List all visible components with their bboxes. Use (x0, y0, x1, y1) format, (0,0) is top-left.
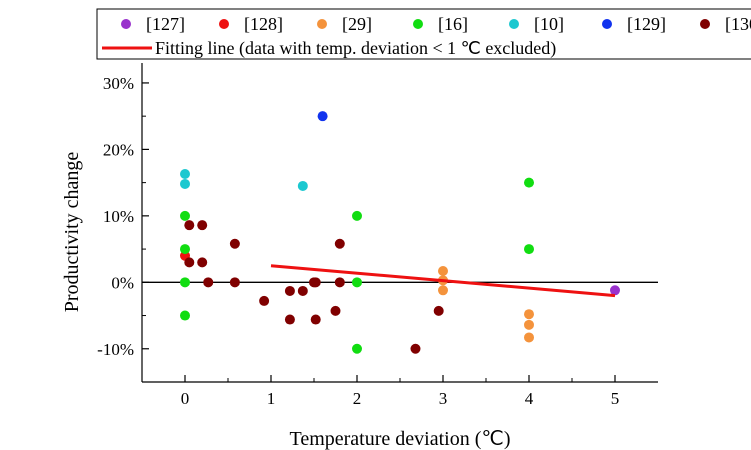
y-tick-label: 10% (103, 207, 134, 226)
data-point (352, 210, 362, 221)
data-point (259, 295, 270, 306)
data-point (197, 220, 208, 231)
data-point (352, 343, 362, 354)
legend-marker (413, 19, 423, 29)
data-point (524, 332, 534, 343)
data-point (438, 285, 448, 296)
legend-label: [127] (146, 14, 185, 34)
x-tick-label: 4 (525, 389, 534, 408)
data-point (184, 220, 195, 231)
legend-marker (219, 19, 229, 29)
legend-box (96, 8, 751, 60)
data-point (334, 277, 345, 288)
y-tick-label: 20% (103, 140, 134, 159)
data-point (180, 310, 190, 321)
legend-label: Fitting line (data with temp. deviation … (155, 38, 556, 59)
data-point (330, 305, 341, 316)
data-point (310, 314, 321, 325)
plot-area (142, 111, 658, 354)
data-point (180, 277, 190, 288)
legend-label: [129] (627, 14, 666, 34)
data-point (197, 257, 208, 268)
data-point (284, 314, 295, 325)
legend-marker (317, 19, 327, 29)
data-point (524, 309, 534, 320)
data-point (180, 210, 190, 221)
x-tick-label: 0 (181, 389, 190, 408)
data-point (524, 319, 534, 330)
data-point (180, 244, 190, 255)
data-point (410, 343, 421, 354)
legend-label: [29] (342, 14, 372, 34)
x-axis-title: Temperature deviation (℃) (290, 428, 511, 450)
data-point (524, 244, 534, 255)
y-tick-label: 30% (103, 74, 134, 93)
data-point (524, 177, 534, 188)
data-point (352, 277, 362, 288)
data-point (610, 285, 620, 296)
legend-label: [10] (534, 14, 564, 34)
data-point (184, 257, 195, 268)
data-point (203, 277, 214, 288)
data-point (310, 277, 321, 288)
legend: [127] [128] [29] [16] [10] [129] [130] Fitting … (96, 8, 751, 60)
data-point (229, 277, 240, 288)
x-tick-label: 1 (267, 389, 276, 408)
data-point (433, 305, 444, 316)
x-tick-label: 3 (439, 389, 448, 408)
data-point (334, 238, 345, 249)
data-point (284, 285, 295, 296)
legend-label: [130] (725, 14, 751, 34)
legend-marker (602, 19, 612, 29)
fitting-line (270, 264, 616, 298)
legend-label: [128] (244, 14, 283, 34)
y-tick-label: -10% (97, 340, 134, 359)
data-point (297, 285, 308, 296)
legend-marker (700, 19, 710, 29)
x-tick-label: 5 (611, 389, 620, 408)
data-point (297, 180, 308, 191)
data-point (180, 168, 190, 179)
legend-label: [16] (438, 14, 468, 34)
data-point (229, 238, 240, 249)
y-axis: -10% 0% 10% 20% 30% (97, 63, 149, 382)
data-point (438, 266, 448, 277)
y-axis-title: Productivity change (61, 152, 83, 313)
legend-marker (121, 19, 131, 29)
y-tick-label: 0% (111, 273, 134, 292)
data-point (180, 178, 190, 189)
x-tick-label: 2 (353, 389, 362, 408)
x-axis: 0 1 2 3 4 5 (142, 375, 658, 408)
legend-marker (509, 19, 519, 29)
data-point (317, 111, 328, 122)
